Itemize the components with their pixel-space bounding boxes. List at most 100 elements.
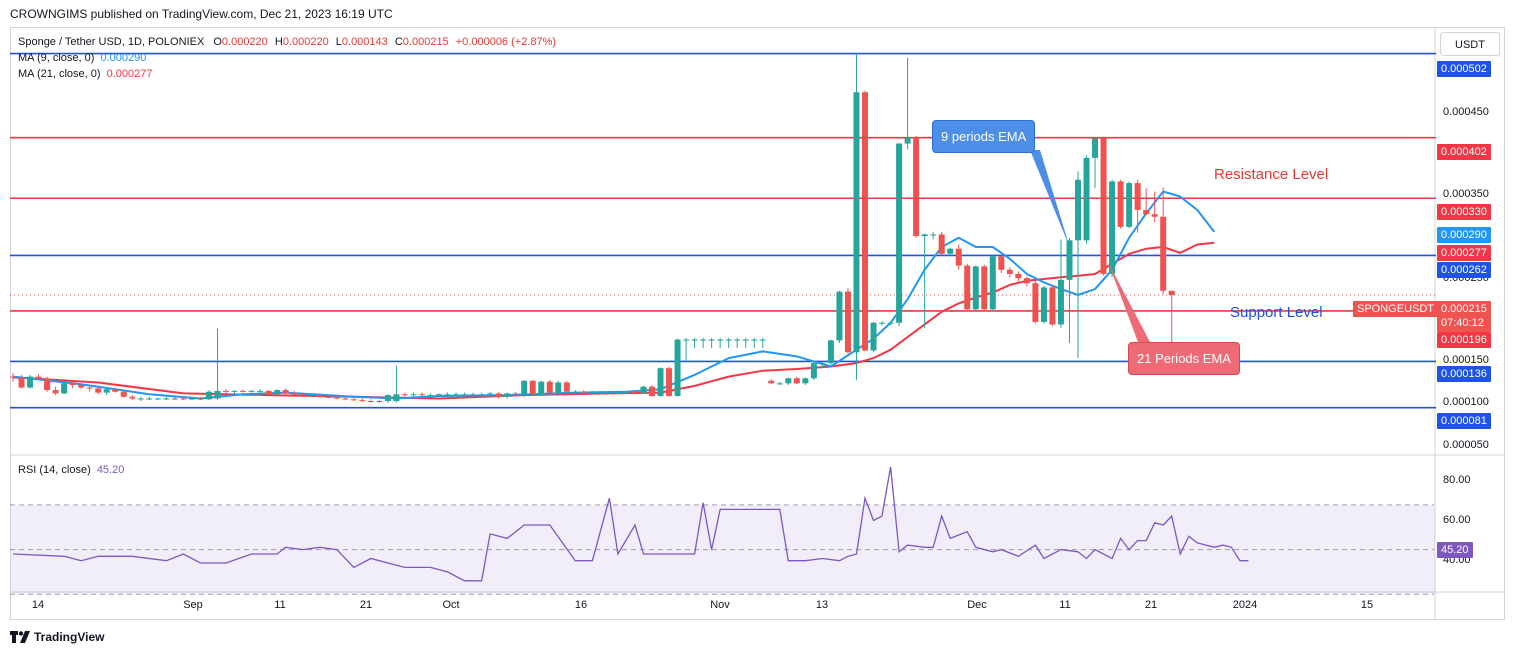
candle-body	[359, 400, 366, 402]
candle-body	[44, 378, 51, 391]
candle	[776, 381, 783, 386]
candle-body	[768, 380, 775, 384]
candle	[836, 290, 843, 343]
candle-body	[308, 395, 315, 397]
candle	[470, 392, 477, 396]
candle	[879, 321, 886, 326]
candle-body	[853, 92, 860, 353]
candle	[240, 389, 247, 393]
candle-body	[614, 392, 621, 394]
candle	[674, 338, 681, 397]
candle-body	[231, 390, 238, 392]
candle-body	[998, 256, 1005, 270]
candle-body	[1151, 214, 1158, 217]
candle-body	[538, 381, 545, 395]
candle-body	[529, 380, 536, 395]
candle-body	[989, 256, 996, 310]
low-value: 0.000143	[341, 36, 388, 48]
candle	[223, 389, 229, 394]
price-tag: 0.000402	[1437, 144, 1491, 160]
candle-body	[376, 401, 383, 402]
candle-body	[827, 340, 834, 364]
candle	[154, 397, 161, 401]
candle	[606, 390, 613, 395]
candle	[129, 395, 136, 401]
candle	[981, 264, 988, 311]
candle	[666, 366, 673, 397]
candle	[1006, 267, 1013, 278]
price-tick: 0.000150	[1443, 354, 1489, 366]
rsi-tick: 60.00	[1443, 514, 1471, 526]
candle	[282, 388, 289, 395]
candle	[785, 377, 792, 386]
rsi-pane	[10, 466, 1435, 595]
candle	[640, 385, 647, 395]
candle	[989, 255, 996, 311]
time-tick: 21	[1144, 599, 1158, 611]
candle-body	[938, 234, 945, 254]
candle	[291, 390, 298, 396]
candle	[614, 390, 621, 395]
candle-body	[1134, 183, 1141, 211]
candle-body	[1168, 290, 1175, 295]
candle	[257, 389, 264, 393]
symbol-tag: SPONGEUSDT	[1353, 301, 1439, 317]
candle-body	[410, 394, 417, 396]
price-tag: 0.000290	[1437, 227, 1491, 243]
candle-body	[759, 339, 766, 341]
candle-body	[69, 383, 76, 386]
candle	[964, 263, 971, 311]
candle-body	[921, 234, 928, 237]
candle-body	[700, 339, 707, 341]
candle	[410, 392, 417, 397]
candle-body	[1023, 278, 1030, 284]
candle-body	[163, 398, 170, 400]
candle	[1151, 191, 1158, 222]
low-label: L	[335, 36, 342, 48]
candle	[333, 395, 340, 400]
candle-body	[384, 395, 391, 401]
candle-body	[299, 394, 306, 396]
candle	[793, 376, 800, 385]
candle-body	[708, 339, 715, 341]
candle-body	[546, 381, 553, 393]
candle	[734, 337, 741, 348]
candle-body	[223, 390, 229, 392]
candle	[35, 374, 42, 380]
ma9-label: MA (9, close, 0)	[18, 52, 95, 64]
candle	[1126, 181, 1133, 229]
candle	[1117, 179, 1124, 229]
candle-body	[1160, 216, 1167, 291]
candle-body	[631, 392, 638, 394]
close-value: 0.000215	[402, 36, 449, 48]
candle	[120, 389, 127, 398]
candle	[512, 391, 519, 396]
candle	[197, 396, 204, 401]
candle-body	[86, 387, 93, 389]
candle-body	[120, 391, 127, 397]
candle-body	[453, 394, 460, 396]
candle-body	[930, 234, 937, 236]
candle	[955, 244, 962, 270]
candle-body	[257, 390, 264, 392]
candle	[112, 387, 119, 393]
candle	[44, 376, 51, 392]
tradingview-footer[interactable]: TradingView	[10, 630, 104, 644]
price-tick: 0.000050	[1443, 439, 1489, 451]
candle	[1015, 271, 1022, 282]
candle-body	[146, 398, 153, 400]
candle-body	[597, 392, 604, 394]
candle	[265, 390, 272, 396]
change-value: +0.000006 (+2.87%)	[455, 36, 557, 48]
currency-button[interactable]: USDT	[1440, 32, 1500, 56]
candle	[436, 393, 442, 397]
candle-body	[683, 339, 690, 341]
candle	[572, 390, 579, 395]
candle	[401, 392, 408, 397]
candle	[504, 392, 511, 399]
candle	[308, 393, 315, 397]
candle-body	[1049, 287, 1056, 325]
candle	[623, 390, 630, 395]
candle	[921, 233, 928, 328]
